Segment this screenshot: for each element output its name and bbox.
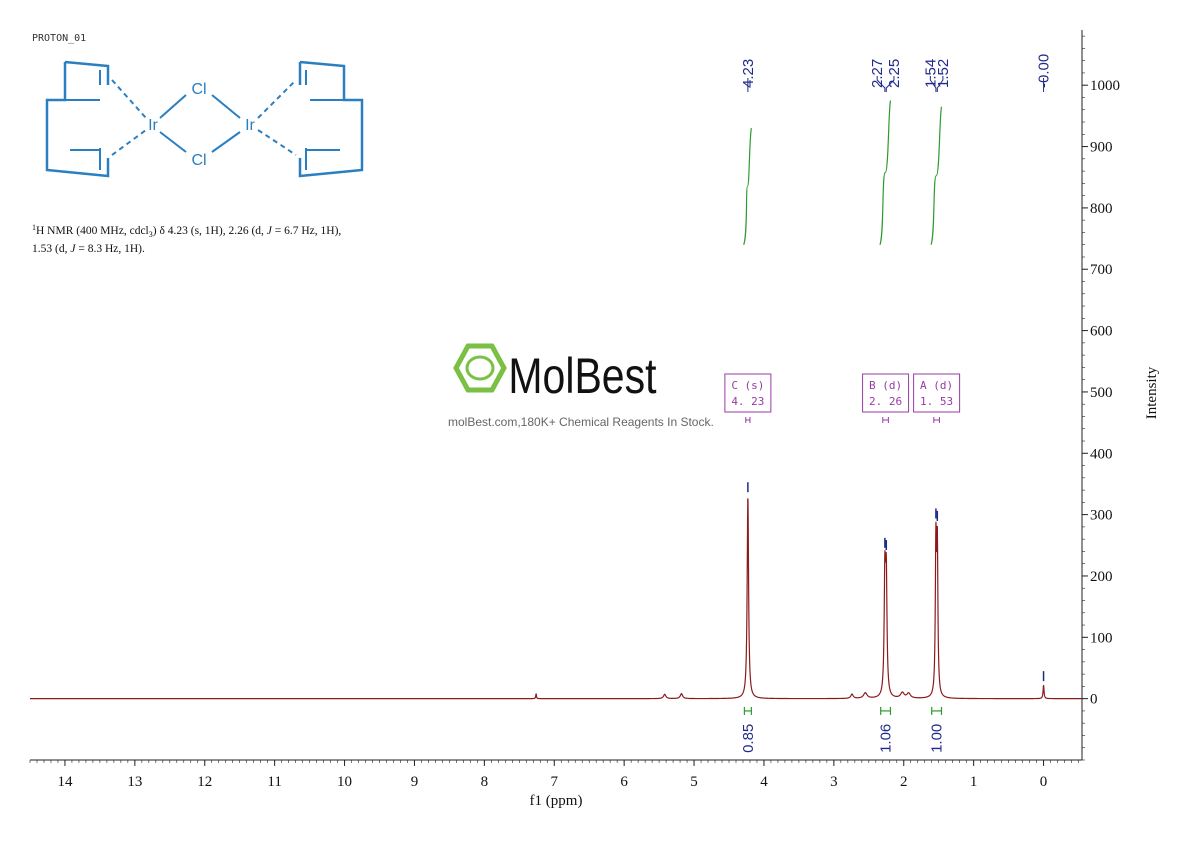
chart-marks: 4.23 2.27 2.25 1.541.52 -0.00 0.85 1.06 1.00 C (… bbox=[724, 54, 1053, 753]
x-axis-label: f1 (ppm) bbox=[530, 793, 583, 809]
integral-value-label: 1.00 bbox=[929, 724, 946, 753]
x-tick-label: 12 bbox=[197, 774, 212, 790]
integral-curve bbox=[879, 100, 892, 245]
iridium-right-label: Ir bbox=[245, 117, 255, 134]
x-tick-label: 2 bbox=[900, 774, 908, 790]
x-tick-label: 9 bbox=[411, 774, 419, 790]
integral-value-label: 0.85 bbox=[740, 724, 757, 753]
superscript-one: 1 bbox=[32, 223, 36, 232]
molbest-watermark: MolBest molBest.com,180K+ Chemical Reage… bbox=[448, 343, 714, 429]
chemical-structure bbox=[45, 60, 364, 178]
y-tick-label: 200 bbox=[1090, 569, 1113, 585]
multiplet-shift: 2. 26 bbox=[869, 395, 902, 408]
experiment-label: PROTON_01 bbox=[32, 33, 86, 44]
peak-label-connector bbox=[929, 76, 937, 92]
y-tick-label: 100 bbox=[1090, 630, 1113, 646]
x-tick-label: 4 bbox=[760, 774, 768, 790]
multiplet-shift: 4. 23 bbox=[731, 395, 764, 408]
peak-shift-label: -0.00 bbox=[1036, 54, 1053, 88]
integral-value-label: 1.06 bbox=[878, 724, 895, 753]
multiplet-letter: B (d) bbox=[869, 379, 902, 392]
x-tick-label: 7 bbox=[551, 774, 559, 790]
integral-curve bbox=[930, 106, 943, 245]
x-tick-label: 0 bbox=[1040, 774, 1048, 790]
peak-shift-label: 2.27 bbox=[869, 59, 886, 88]
multiplet-shift: 1. 53 bbox=[920, 395, 953, 408]
molbest-brand-text: MolBest bbox=[508, 348, 656, 404]
x-tick-label: 3 bbox=[830, 774, 838, 790]
multiplet-box bbox=[913, 373, 961, 413]
x-tick-label: 10 bbox=[337, 774, 352, 790]
y-tick-label: 400 bbox=[1090, 446, 1113, 462]
chart-axes: 14 13 12 11 10 9 8 7 6 5 4 3 2 1 001002003004005006007… bbox=[29, 30, 1120, 790]
y-tick-label: 1000 bbox=[1090, 78, 1120, 94]
peak-shift-label: 1.54 bbox=[922, 59, 939, 88]
x-tick-label: 14 bbox=[57, 774, 73, 790]
peak-label-connector bbox=[885, 76, 895, 92]
chlorine-bottom-label: Cl bbox=[191, 152, 206, 169]
y-tick-label: 600 bbox=[1090, 324, 1113, 340]
x-tick-label: 13 bbox=[127, 774, 142, 790]
nmr-description-line1: 1H NMR (400 MHz, cdcl3) δ 4.23 (s, 1H), … bbox=[32, 223, 341, 239]
multiplet-box bbox=[862, 373, 910, 413]
structure-atom-labels: Cl Ir Ir Cl bbox=[148, 81, 255, 169]
spectrum-line bbox=[30, 498, 1082, 700]
molbest-tagline: molBest.com,180K+ Chemical Reagents In S… bbox=[448, 415, 714, 429]
multiplet-letter: A (d) bbox=[920, 379, 953, 392]
nmr-description-line2: 1.53 (d, J = 8.3 Hz, 1H). bbox=[32, 243, 145, 255]
multiplet-box bbox=[724, 373, 772, 413]
x-tick-label: 6 bbox=[620, 774, 628, 790]
y-tick-label: 800 bbox=[1090, 201, 1113, 217]
chlorine-top-label: Cl bbox=[191, 81, 206, 98]
peak-shift-label: 4.23 bbox=[740, 59, 757, 88]
x-tick-label: 5 bbox=[690, 774, 698, 790]
y-tick-label: 0 bbox=[1090, 692, 1098, 708]
y-tick-label: 900 bbox=[1090, 140, 1113, 156]
iridium-left-label: Ir bbox=[148, 117, 158, 134]
peak-label-connector bbox=[876, 76, 886, 92]
peak-shift-label: 1.52 bbox=[935, 59, 952, 88]
integral-curve bbox=[743, 128, 752, 245]
x-tick-label: 1 bbox=[970, 774, 978, 790]
peak-label-connector bbox=[936, 76, 944, 92]
y-tick-label: 700 bbox=[1090, 262, 1113, 278]
x-tick-label: 11 bbox=[267, 774, 281, 790]
x-tick-label: 8 bbox=[481, 774, 489, 790]
multiplet-letter: C (s) bbox=[731, 379, 764, 392]
y-tick-label: 300 bbox=[1090, 508, 1113, 524]
y-axis-label: Intensity bbox=[1144, 366, 1160, 419]
y-tick-label: 500 bbox=[1090, 385, 1113, 401]
peak-shift-label: 2.25 bbox=[886, 59, 903, 88]
benzene-logo-icon bbox=[453, 343, 507, 393]
